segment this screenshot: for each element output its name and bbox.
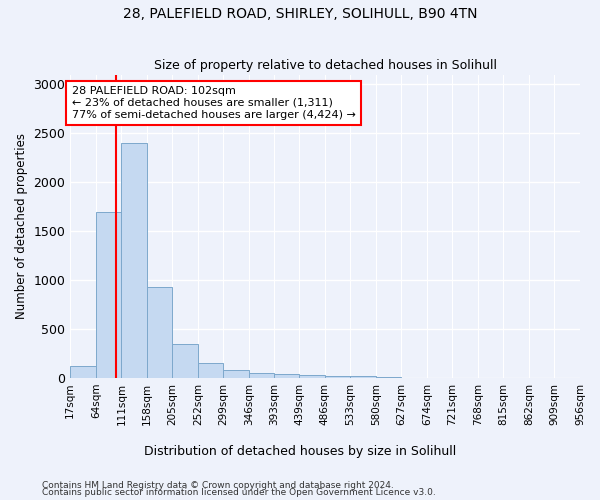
Title: Size of property relative to detached houses in Solihull: Size of property relative to detached ho…	[154, 59, 497, 72]
Text: 28, PALEFIELD ROAD, SHIRLEY, SOLIHULL, B90 4TN: 28, PALEFIELD ROAD, SHIRLEY, SOLIHULL, B…	[123, 8, 477, 22]
Bar	[70, 366, 96, 378]
Bar	[350, 376, 376, 378]
Bar	[223, 370, 249, 378]
Bar	[249, 372, 274, 378]
Text: Contains HM Land Registry data © Crown copyright and database right 2024.: Contains HM Land Registry data © Crown c…	[42, 480, 394, 490]
Bar	[198, 363, 223, 378]
Text: Distribution of detached houses by size in Solihull: Distribution of detached houses by size …	[144, 445, 456, 458]
Bar	[147, 287, 172, 378]
Text: 28 PALEFIELD ROAD: 102sqm
← 23% of detached houses are smaller (1,311)
77% of se: 28 PALEFIELD ROAD: 102sqm ← 23% of detac…	[72, 86, 356, 120]
Bar	[172, 344, 198, 378]
Bar	[274, 374, 299, 378]
Bar	[299, 375, 325, 378]
Bar	[376, 377, 401, 378]
Bar	[325, 376, 350, 378]
Bar	[121, 143, 147, 378]
Bar	[96, 212, 121, 378]
Y-axis label: Number of detached properties: Number of detached properties	[15, 134, 28, 320]
Text: Contains public sector information licensed under the Open Government Licence v3: Contains public sector information licen…	[42, 488, 436, 497]
